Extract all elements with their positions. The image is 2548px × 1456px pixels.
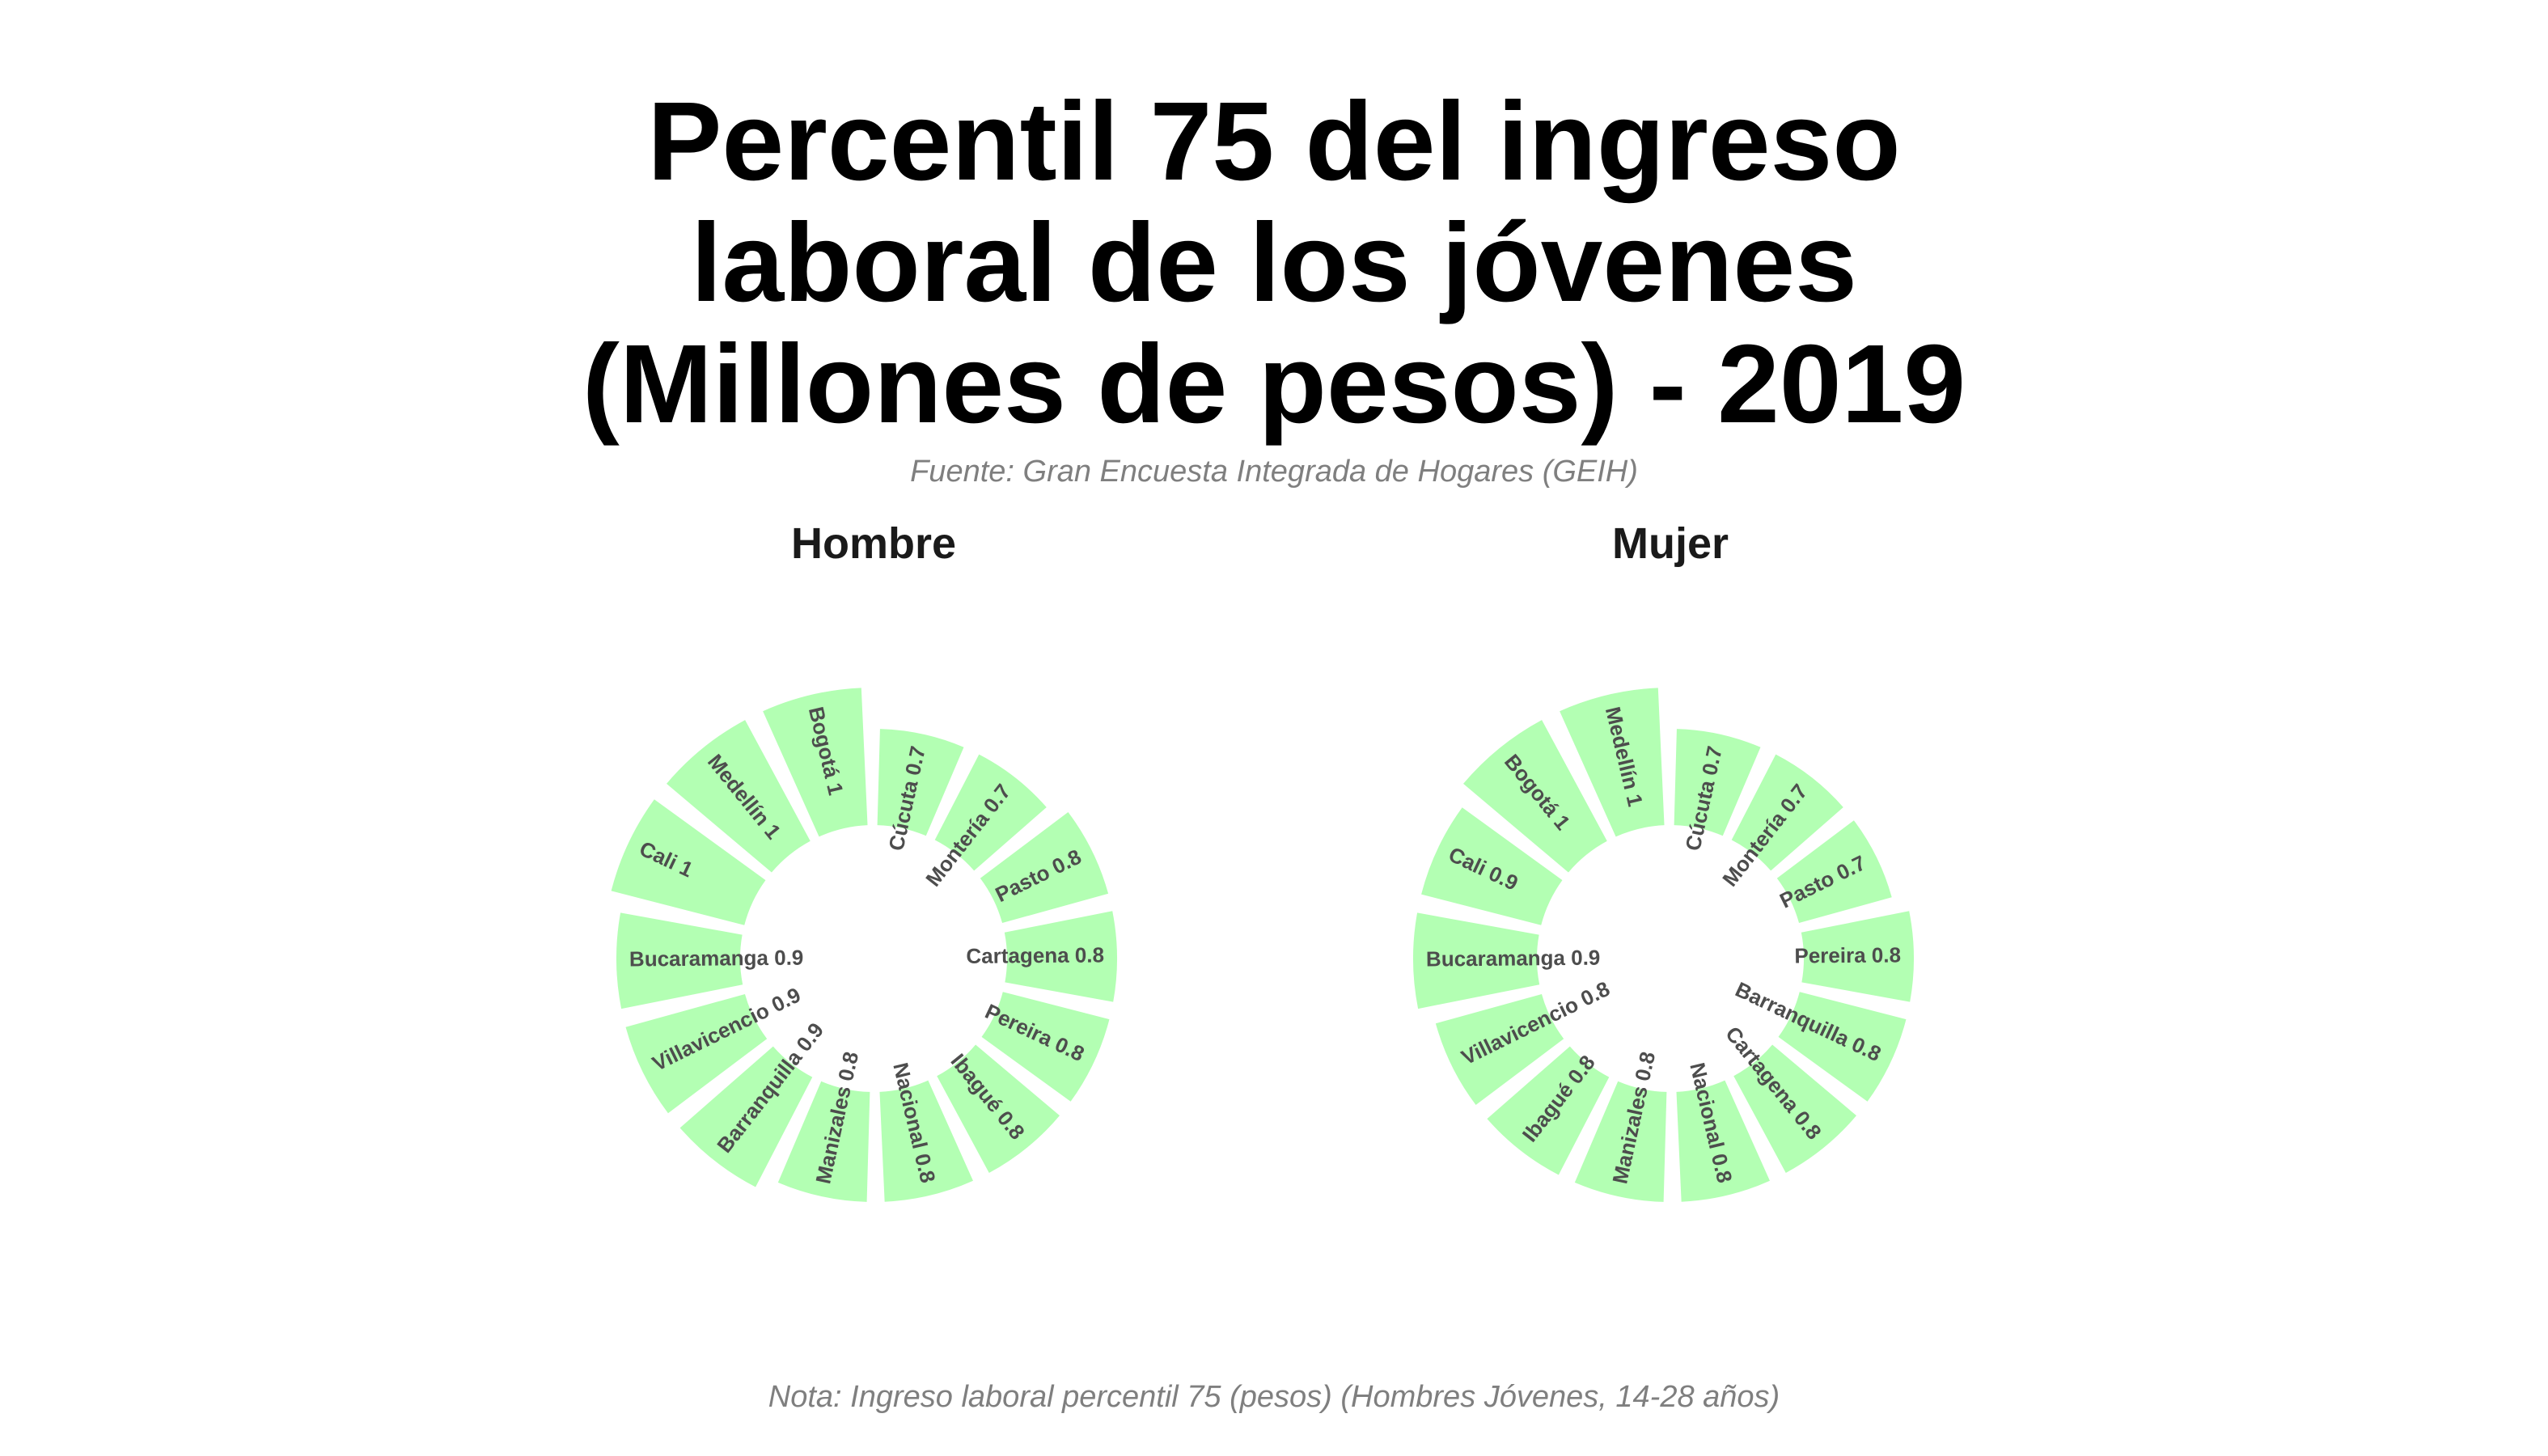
title-line-3: (Millones de pesos) - 2019 (582, 322, 1966, 447)
bar-villavicencio (1435, 993, 1564, 1106)
bar-bogota (763, 688, 868, 837)
bar-pasto (1776, 820, 1892, 924)
bar-cartagena (1733, 1044, 1856, 1173)
bar-cucuta (877, 729, 964, 836)
bar-medellin (1560, 688, 1665, 837)
bar-bucaramanga (616, 912, 743, 1009)
panel-title: Hombre (791, 519, 956, 568)
bar-nacional (1676, 1080, 1770, 1202)
bar-nacional (879, 1080, 973, 1202)
title-line-2: laboral de los jóvenes (691, 201, 1857, 325)
bar-manizales (1574, 1081, 1667, 1202)
panel-title: Mujer (1612, 519, 1729, 568)
label-bucaramanga: Bucaramanga 0.9 (629, 946, 804, 971)
bar-pereira (981, 992, 1110, 1102)
label-bucaramanga: Bucaramanga 0.9 (1426, 946, 1601, 971)
label-cartagena: Cartagena 0.8 (966, 942, 1104, 967)
bar-barranquilla (1778, 992, 1907, 1102)
bar-medellin (667, 720, 811, 873)
bar-monteria (1731, 754, 1843, 871)
bar-cali (611, 799, 766, 925)
bar-pereira (1801, 911, 1914, 1002)
bar-bucaramanga (1413, 912, 1540, 1009)
chart-title: Percentil 75 del ingreso laboral de los … (0, 81, 2548, 445)
bar-ibague (937, 1044, 1060, 1173)
bar-ibague (1487, 1046, 1610, 1175)
bar-monteria (934, 754, 1047, 871)
bar-barranquilla (679, 1046, 813, 1187)
bar-pasto (980, 811, 1109, 924)
bar-cali (1421, 807, 1563, 925)
bar-cartagena (1004, 911, 1118, 1002)
bar-cucuta (1674, 729, 1761, 836)
bar-manizales (777, 1081, 870, 1202)
bar-villavicencio (625, 993, 768, 1114)
bar-bogota (1463, 720, 1607, 873)
chart-subtitle: Fuente: Gran Encuesta Integrada de Hogar… (910, 455, 1638, 489)
title-line-1: Percentil 75 del ingreso (647, 79, 1901, 204)
label-pereira: Pereira 0.8 (1794, 942, 1901, 967)
chart-note: Nota: Ingreso laboral percentil 75 (peso… (768, 1380, 1780, 1414)
